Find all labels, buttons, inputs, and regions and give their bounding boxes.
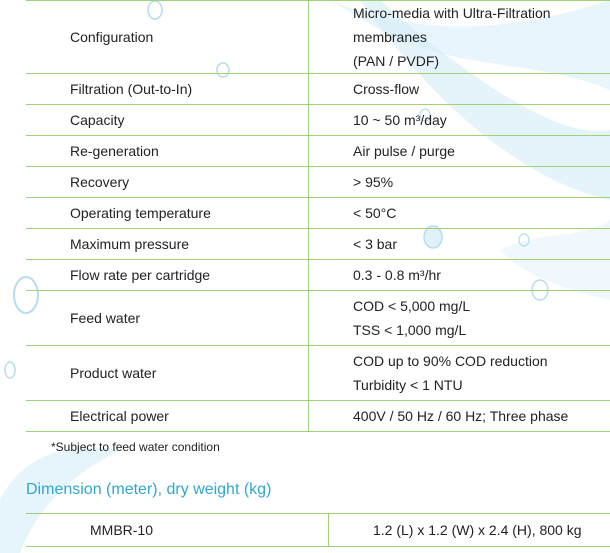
spec-value: Air pulse / purge [308,135,610,167]
table-row: MMBR-10 1.2 (L) x 1.2 (W) x 2.4 (H), 800… [26,513,610,547]
specification-table: Configuration Micro-media with Ultra-Filt… [26,0,610,432]
table-row: Filtration (Out-to-In) Cross-flow [26,73,610,105]
table-row: Maximum pressure < 3 bar [26,228,610,260]
spec-value-line: 0.3 - 0.8 m³/hr [353,267,441,283]
table-row: Feed water COD < 5,000 mg/L TSS < 1,000 mg… [26,290,610,346]
spec-value: COD up to 90% COD reduction Turbidity < 1… [308,345,610,401]
spec-value-line: Cross-flow [353,81,420,97]
section-title: Dimension (meter), dry weight (kg) [26,481,272,498]
spec-label: Filtration (Out-to-In) [26,73,309,105]
table-row: Flow rate per cartridge 0.3 - 0.8 m³/hr [26,259,610,291]
spec-value-line: < 3 bar [353,236,397,252]
table-row: Recovery > 95% [26,166,610,198]
spec-value: 400V / 50 Hz / 60 Hz; Three phase [308,400,610,432]
table-row: Electrical power 400V / 50 Hz / 60 Hz; Th… [26,400,610,432]
spec-value: Micro-media with Ultra-Filtration membra… [308,0,610,74]
footnote: *Subject to feed water condition [51,440,220,454]
spec-value-line: Micro-media with Ultra-Filtration membra… [353,5,551,45]
table-row: Product water COD up to 90% COD reduction… [26,345,610,401]
spec-value-line: Turbidity < 1 NTU [353,377,463,393]
spec-label: Operating temperature [26,197,309,229]
dimension-value: 1.2 (L) x 1.2 (W) x 2.4 (H), 800 kg [328,513,610,547]
spec-label: Product water [26,345,309,401]
spec-label: Capacity [26,104,309,136]
spec-value-line: COD up to 90% COD reduction [353,353,548,369]
spec-value-line: (PAN / PVDF) [353,53,440,69]
spec-value-line: COD < 5,000 mg/L [353,298,471,314]
droplet [4,361,16,379]
table-row: Capacity 10 ~ 50 m³/day [26,104,610,136]
spec-value: < 3 bar [308,228,610,260]
dimension-table: MMBR-10 1.2 (L) x 1.2 (W) x 2.4 (H), 800… [26,513,610,547]
spec-value-line: TSS < 1,000 mg/L [353,322,467,338]
spec-label: Configuration [26,0,309,74]
spec-label: Electrical power [26,400,309,432]
spec-value-line: > 95% [353,174,394,190]
spec-value: 10 ~ 50 m³/day [308,104,610,136]
spec-label: Flow rate per cartridge [26,259,309,291]
spec-value-line: Air pulse / purge [353,143,455,159]
spec-value: > 95% [308,166,610,198]
spec-label: Maximum pressure [26,228,309,260]
table-row: Configuration Micro-media with Ultra-Filt… [26,0,610,74]
spec-value-line: 10 ~ 50 m³/day [353,112,447,128]
spec-label: Recovery [26,166,309,198]
spec-value: < 50°C [308,197,610,229]
spec-label: Re-generation [26,135,309,167]
spec-value: 0.3 - 0.8 m³/hr [308,259,610,291]
spec-value-line: 400V / 50 Hz / 60 Hz; Three phase [353,408,569,424]
spec-value: Cross-flow [308,73,610,105]
spec-value: COD < 5,000 mg/L TSS < 1,000 mg/L [308,290,610,346]
spec-label: Feed water [26,290,309,346]
spec-value-line: < 50°C [353,205,397,221]
model-name: MMBR-10 [26,513,329,547]
table-row: Re-generation Air pulse / purge [26,135,610,167]
table-row: Operating temperature < 50°C [26,197,610,229]
